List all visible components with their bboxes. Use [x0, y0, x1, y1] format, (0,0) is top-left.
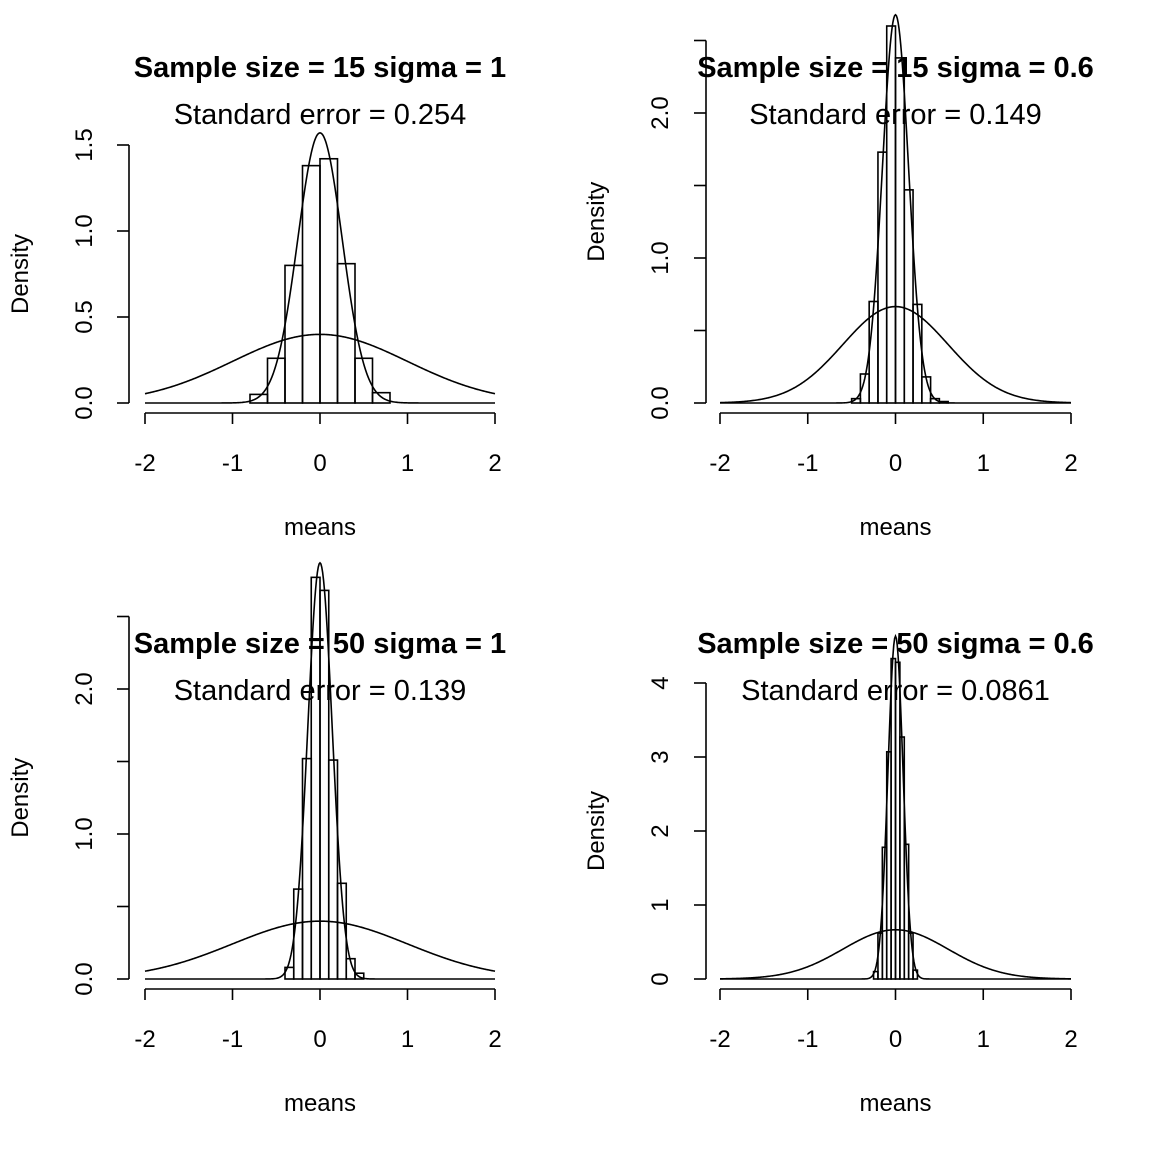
chart-panel-1: Sample size = 15 sigma = 1 Standard error… — [7, 52, 506, 541]
y-tick-label: 2.0 — [71, 672, 98, 705]
y-tick-label: 1.0 — [647, 241, 674, 274]
x-tick-label: -1 — [222, 1026, 243, 1053]
x-tick-label: 0 — [889, 1026, 902, 1053]
x-tick-label: 0 — [313, 450, 326, 477]
population-density-curve — [144, 920, 496, 972]
x-tick-label: -1 — [222, 450, 243, 477]
chart-title: Sample size = 50 sigma = 0.6 — [697, 628, 1094, 660]
x-axis-label: means — [284, 1090, 356, 1117]
sampling-density-curve — [720, 633, 1071, 980]
y-tick-label: 3 — [647, 750, 674, 763]
x-tick-label: 1 — [977, 1026, 990, 1053]
x-tick-label: -1 — [797, 1026, 818, 1053]
y-tick-label: 0.0 — [71, 962, 98, 995]
histogram-bar — [336, 882, 348, 980]
x-tick-label: 1 — [977, 450, 990, 477]
y-tick-label: 2 — [647, 824, 674, 837]
histogram-bar — [354, 972, 365, 980]
x-tick-label: -2 — [709, 450, 730, 477]
x-tick-label: 2 — [1064, 450, 1077, 477]
x-tick-label: 2 — [1064, 1026, 1077, 1053]
x-axis-label: means — [284, 514, 356, 541]
y-tick-label: 1.0 — [71, 817, 98, 850]
y-tick-label: 0.5 — [71, 300, 98, 333]
y-tick-label: 0.0 — [71, 386, 98, 419]
histogram-bar — [371, 391, 391, 404]
y-tick-label: 1.0 — [71, 214, 98, 247]
histogram-bar — [354, 357, 374, 404]
population-density-curve — [719, 305, 1072, 404]
y-tick-label: 0 — [647, 972, 674, 985]
population-density-curve — [719, 929, 1072, 980]
y-axis-label: Density — [7, 758, 34, 838]
x-tick-label: 0 — [889, 450, 902, 477]
x-tick-label: 2 — [488, 1026, 501, 1053]
y-tick-label: 4 — [647, 676, 674, 689]
chart-title: Sample size = 15 sigma = 1 — [134, 52, 506, 84]
x-tick-label: 1 — [401, 450, 414, 477]
y-axis-label: Density — [7, 234, 34, 314]
sampling-density-curve — [145, 561, 495, 980]
sampling-density-curve — [145, 132, 495, 404]
y-tick-label: 1.5 — [71, 128, 98, 161]
x-tick-label: -2 — [134, 1026, 155, 1053]
x-axis-label: means — [859, 1090, 931, 1117]
x-tick-label: 2 — [488, 450, 501, 477]
x-tick-label: 1 — [401, 1026, 414, 1053]
population-density-curve — [144, 333, 496, 395]
x-tick-label: -1 — [797, 450, 818, 477]
y-axis-label: Density — [583, 182, 610, 262]
x-tick-label: -2 — [709, 1026, 730, 1053]
chart-subtitle: Standard error = 0.254 — [174, 99, 467, 131]
x-tick-label: 0 — [313, 1026, 326, 1053]
y-axis-label: Density — [583, 791, 610, 871]
histogram-bar — [903, 189, 914, 404]
y-tick-label: 1 — [647, 898, 674, 911]
sampling-density-curve — [720, 13, 1071, 404]
x-axis-label: means — [859, 514, 931, 541]
y-tick-label: 2.0 — [647, 96, 674, 129]
y-tick-label: 0.0 — [647, 386, 674, 419]
x-tick-label: -2 — [134, 450, 155, 477]
